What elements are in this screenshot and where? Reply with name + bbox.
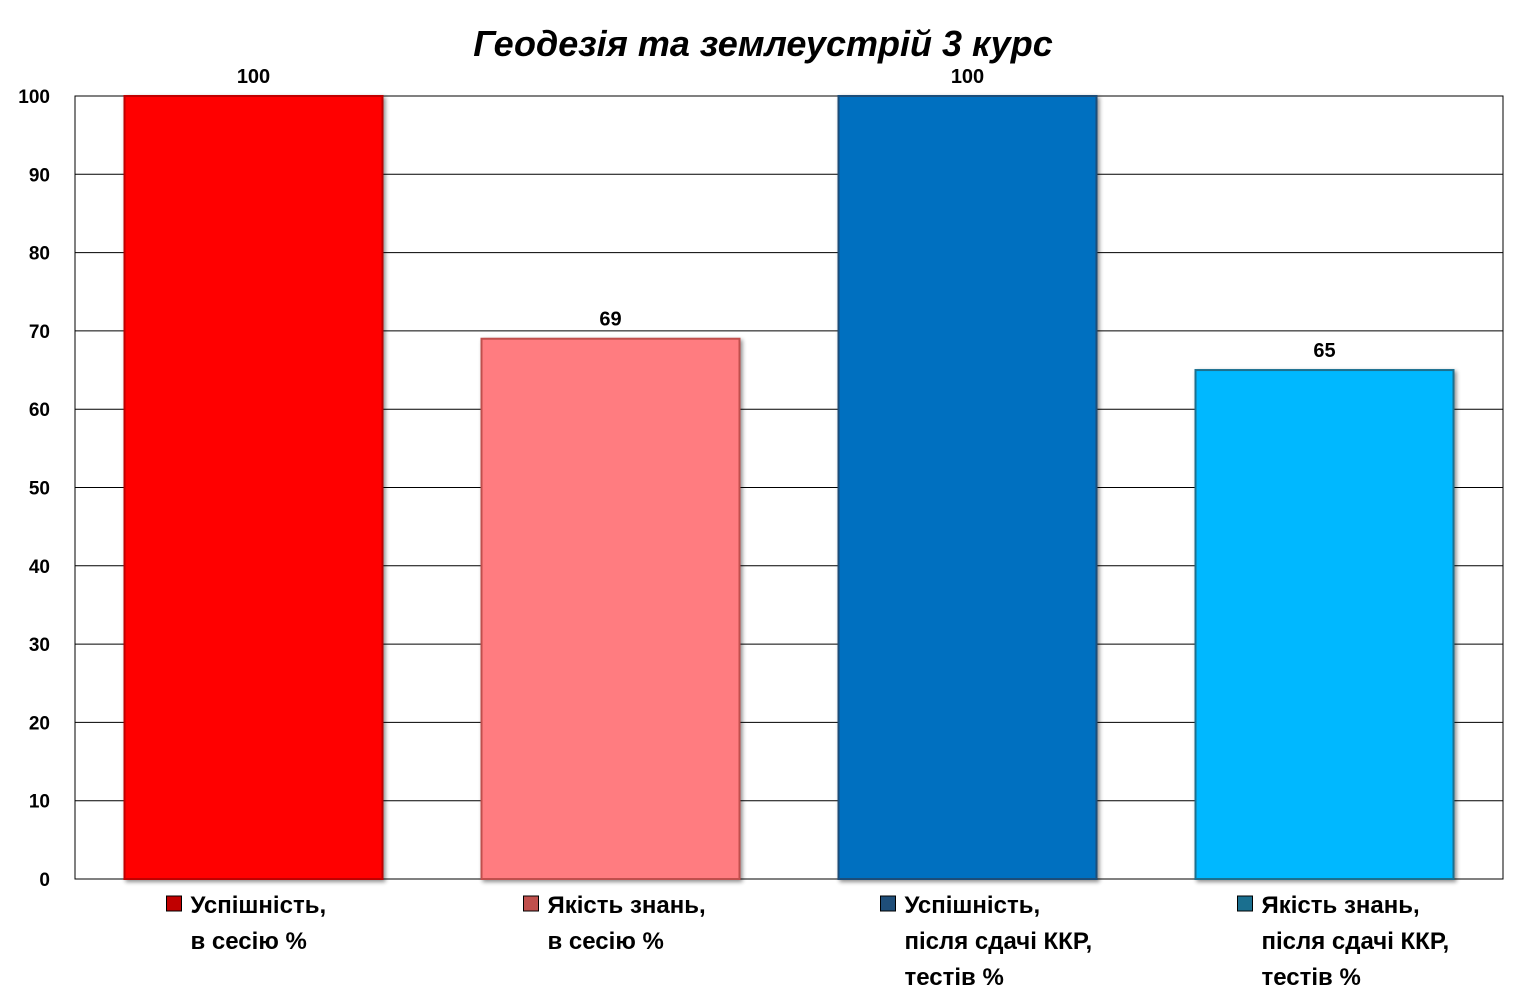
data-label: 69 (599, 309, 621, 331)
y-tick-label: 20 (29, 713, 50, 734)
legend-marker (1237, 895, 1253, 912)
y-tick-label: 70 (29, 322, 50, 343)
y-tick-label: 30 (29, 635, 50, 656)
y-tick-label: 60 (29, 400, 50, 421)
legend-label-line: тестів % (905, 964, 1004, 991)
legend-label-line: після сдачі ККР, (1262, 928, 1450, 955)
legend-label-line: після сдачі ККР, (905, 928, 1093, 955)
data-label: 100 (951, 66, 984, 88)
bars (123, 95, 1455, 881)
legend-label: Успішність, в сесію % (191, 892, 327, 955)
bar (480, 337, 741, 881)
legend-label-line: тестів % (1262, 964, 1361, 991)
data-label: 65 (1313, 340, 1335, 362)
y-axis-ticks: 0 10 20 30 40 50 60 70 80 90 100 (18, 87, 50, 891)
y-tick-label: 100 (18, 87, 50, 108)
y-tick-label: 90 (29, 165, 50, 186)
bar (1194, 369, 1455, 880)
y-tick-label: 80 (29, 244, 50, 265)
y-tick-label: 0 (39, 870, 50, 891)
y-tick-label: 10 (29, 792, 50, 813)
legend-label: Успішність, після сдачі ККР, тестів % (905, 892, 1093, 991)
legend-label: Якість знань, в сесію % (548, 892, 706, 955)
chart-title: Геодезія та землеустрій 3 курс (473, 23, 1052, 64)
legend: Успішність, в сесію % Якість знань, в сесію… (166, 892, 1450, 991)
legend-label-line: Якість знань, (1262, 892, 1420, 919)
data-label: 100 (237, 66, 270, 88)
legend-label-line: Якість знань, (548, 892, 706, 919)
bar (123, 95, 384, 880)
y-tick-label: 40 (29, 557, 50, 578)
legend-label: Якість знань, після сдачі ККР, тестів % (1262, 892, 1450, 991)
data-labels: 100 69 100 65 (237, 66, 1336, 362)
legend-marker (880, 895, 896, 912)
legend-marker (166, 895, 182, 912)
legend-label-line: Успішність, (191, 892, 327, 919)
legend-label-line: Успішність, (905, 892, 1041, 919)
legend-label-line: в сесію % (548, 928, 664, 955)
legend-label-line: в сесію % (191, 928, 307, 955)
y-tick-label: 50 (29, 479, 50, 500)
bar (837, 95, 1098, 880)
legend-marker (523, 895, 539, 912)
